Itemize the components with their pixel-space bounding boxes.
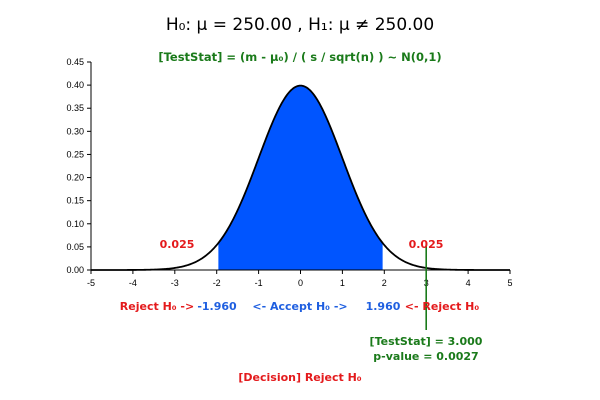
acceptance-region-area [218,85,383,270]
test-statistic-formula: [TestStat] = (m - μ₀) / ( s / sqrt(n) ) … [158,50,441,64]
x-tick-label: -4 [129,278,137,288]
x-tick-label: -2 [213,278,221,288]
y-tick-label: 0.05 [66,242,84,252]
x-tick-label: 1 [340,278,345,288]
x-tick-label: -5 [87,278,95,288]
y-tick-label: 0.45 [66,57,84,67]
y-tick-label: 0.35 [66,103,84,113]
x-tick-label: 4 [466,278,471,288]
p-value-label: p-value = 0.0027 [373,350,478,363]
y-tick-label: 0.00 [66,265,84,275]
reject-left-label: Reject H₀ -> [120,300,194,313]
reject-right-label: <- Reject H₀ [405,300,480,313]
x-axis-ticks: -5-4-3-2-1012345 [87,270,513,288]
accept-region-label: <- Accept H₀ -> [252,300,347,313]
y-tick-label: 0.40 [66,80,84,90]
x-tick-label: 2 [382,278,387,288]
left-tail-probability: 0.025 [160,238,195,251]
decision-label: [Decision] Reject H₀ [238,371,361,384]
normal-density-curve [91,84,510,271]
test-statistic-value: [TestStat] = 3.000 [370,335,483,348]
right-tail-probability: 0.025 [409,238,444,251]
x-tick-label: 0 [298,278,303,288]
lower-critical-value: -1.960 [197,300,237,313]
chart-title: H₀: μ = 250.00 , H₁: μ ≠ 250.00 [166,15,434,35]
y-tick-label: 0.10 [66,219,84,229]
x-tick-label: -1 [255,278,263,288]
plot-area: -5-4-3-2-1012345 0.000.050.100.150.200.2… [66,57,513,330]
y-axis-ticks: 0.00 0.05 0.10 0.15 0.20 0.25 0.30 0.35 0.40 0.45 [66,57,91,275]
y-tick-label: 0.25 [66,149,84,159]
y-tick-label: 0.20 [66,173,84,183]
x-tick-label: -3 [171,278,179,288]
upper-critical-value: 1.960 [366,300,401,313]
x-tick-label: 5 [507,278,512,288]
y-tick-label: 0.15 [66,196,84,206]
y-tick-label: 0.30 [66,126,84,136]
